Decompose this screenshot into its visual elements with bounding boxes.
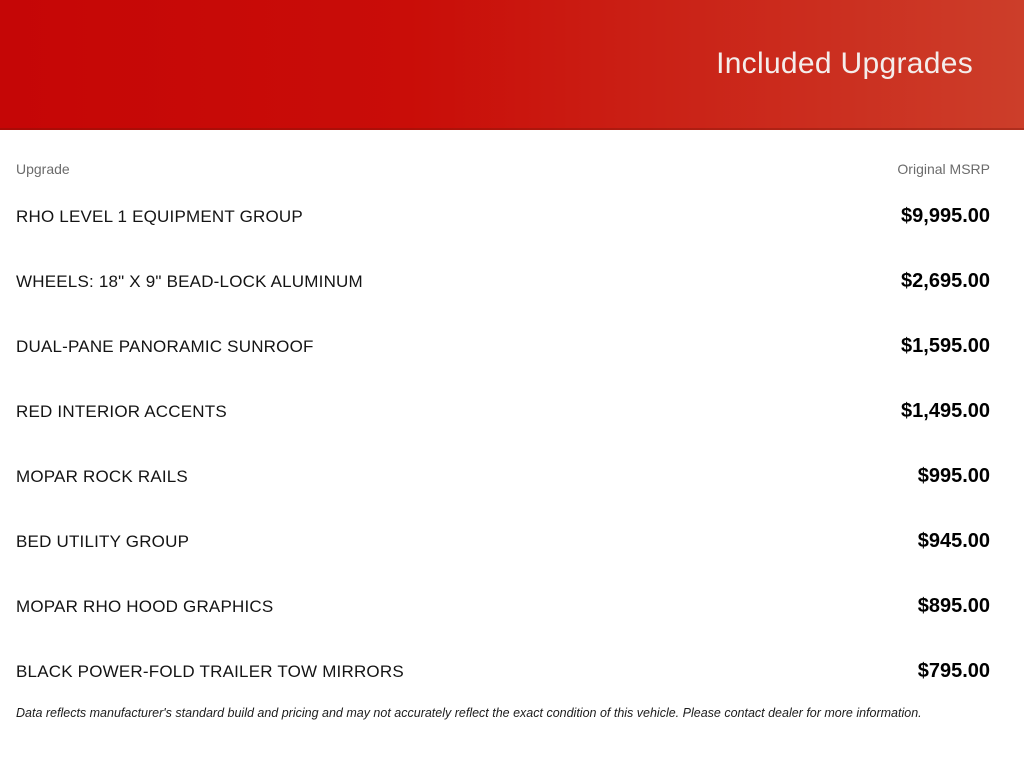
upgrade-msrp-value: $995.00	[917, 465, 990, 487]
upgrade-msrp-value: $795.00	[917, 660, 990, 682]
upgrade-name: DUAL-PANE PANORAMIC SUNROOF	[16, 336, 314, 356]
upgrade-msrp-value: $945.00	[917, 530, 990, 552]
upgrade-name: MOPAR ROCK RAILS	[16, 466, 188, 486]
column-header-original-msrp: Original MSRP	[897, 161, 990, 177]
table-header-row: Upgrade Original MSRP	[16, 154, 990, 184]
table-row: BLACK POWER-FOLD TRAILER TOW MIRRORS $79…	[16, 639, 990, 704]
included-upgrades-banner: Included Upgrades	[0, 0, 1024, 130]
upgrade-name: RED INTERIOR ACCENTS	[16, 401, 227, 421]
table-row: RHO LEVEL 1 EQUIPMENT GROUP $9,995.00	[16, 184, 990, 249]
table-row: DUAL-PANE PANORAMIC SUNROOF $1,595.00	[16, 314, 990, 379]
upgrades-table: RHO LEVEL 1 EQUIPMENT GROUP $9,995.00 WH…	[16, 184, 990, 704]
upgrade-name: RHO LEVEL 1 EQUIPMENT GROUP	[16, 206, 303, 226]
upgrade-msrp-value: $895.00	[917, 595, 990, 617]
upgrade-name: MOPAR RHO HOOD GRAPHICS	[16, 596, 274, 616]
upgrade-msrp-value: $2,695.00	[901, 270, 990, 292]
upgrades-panel: Upgrade Original MSRP RHO LEVEL 1 EQUIPM…	[0, 130, 1024, 720]
upgrade-msrp-value: $1,595.00	[901, 335, 990, 357]
upgrade-name: BLACK POWER-FOLD TRAILER TOW MIRRORS	[16, 661, 404, 681]
upgrade-msrp-value: $9,995.00	[901, 205, 990, 227]
upgrade-msrp-value: $1,495.00	[901, 400, 990, 422]
upgrade-name: WHEELS: 18" X 9" BEAD-LOCK ALUMINUM	[16, 271, 363, 291]
table-row: MOPAR ROCK RAILS $995.00	[16, 444, 990, 509]
page-title: Included Upgrades	[716, 47, 973, 80]
table-row: RED INTERIOR ACCENTS $1,495.00	[16, 379, 990, 444]
table-row: BED UTILITY GROUP $945.00	[16, 509, 990, 574]
column-header-upgrade: Upgrade	[16, 161, 70, 177]
table-row: MOPAR RHO HOOD GRAPHICS $895.00	[16, 574, 990, 639]
disclaimer-text: Data reflects manufacturer's standard bu…	[16, 706, 922, 720]
table-row: WHEELS: 18" X 9" BEAD-LOCK ALUMINUM $2,6…	[16, 249, 990, 314]
upgrade-name: BED UTILITY GROUP	[16, 531, 190, 551]
